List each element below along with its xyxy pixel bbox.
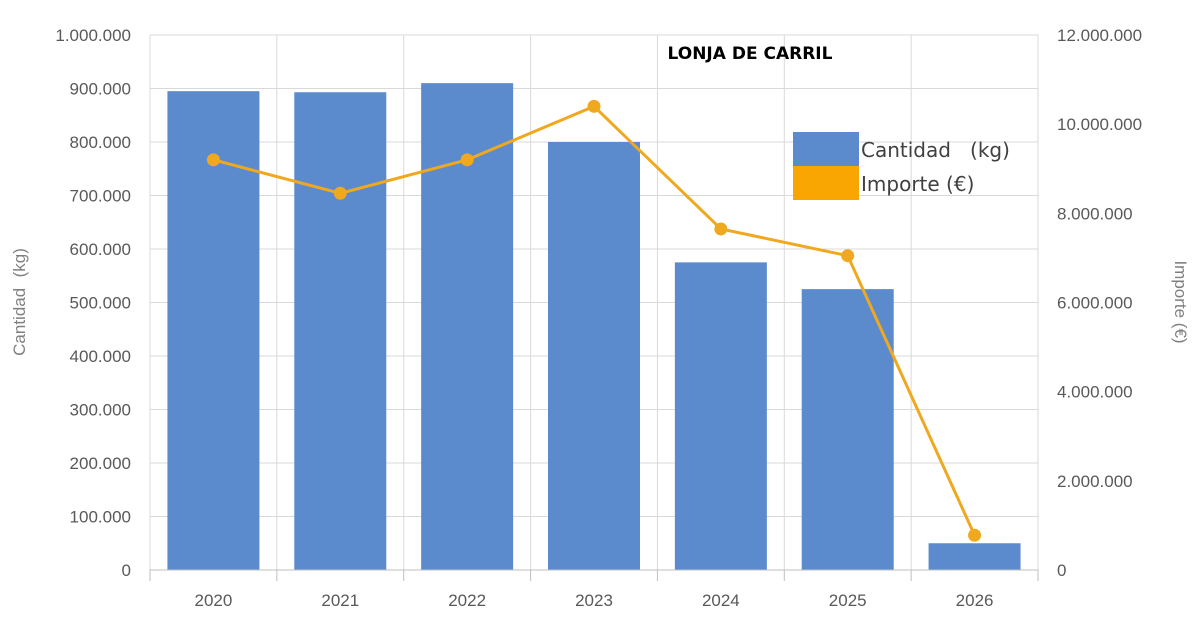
importe-point-2026 (968, 528, 982, 542)
importe-point-2023 (587, 99, 601, 113)
y2-axis-title: Importe (€) (1171, 260, 1190, 343)
importe-point-2022 (460, 153, 474, 167)
x-tick-label: 2026 (956, 591, 994, 610)
legend: Cantidad (kg) Importe (€) (793, 132, 1010, 200)
legend-swatch-cantidad (793, 132, 859, 166)
bar-2024 (674, 262, 767, 570)
bar-2023 (548, 142, 640, 570)
y-tick-label: 800.000 (70, 133, 131, 152)
y-tick-label: 900.000 (70, 80, 131, 99)
y2-tick-label: 4.000.000 (1057, 383, 1133, 402)
y-tick-label: 400.000 (70, 347, 131, 366)
importe-point-2021 (333, 186, 347, 200)
line-series (206, 99, 982, 542)
y-tick-label: 300.000 (70, 401, 131, 420)
axes: 0 100.000 200.000 300.000 400.000 500.000 600.… (55, 26, 1142, 610)
y2-tick-label: 8.000.000 (1057, 204, 1133, 223)
importe-point-2020 (206, 153, 220, 167)
y-tick-label: 500.000 (70, 294, 131, 313)
y-tick-label: 0 (122, 561, 131, 580)
y2-tick-label: 2.000.000 (1057, 472, 1133, 491)
x-tick-label: 2022 (448, 591, 486, 610)
y-axis-title: Cantidad (kg) (10, 248, 29, 356)
x-tick-label: 2025 (829, 591, 867, 610)
bar-2020 (167, 91, 260, 571)
y2-tick-label: 12.000.000 (1057, 26, 1142, 45)
bar-series (167, 83, 1021, 571)
y-tick-label: 700.000 (70, 187, 131, 206)
y2-tick-label: 6.000.000 (1057, 294, 1133, 313)
y2-tick-label: 0 (1057, 561, 1066, 580)
bar-2021 (294, 92, 387, 571)
x-tick-label: 2021 (321, 591, 359, 610)
x-tick-label: 2024 (702, 591, 740, 610)
bar-2026 (928, 543, 1021, 570)
y-tick-label: 200.000 (70, 454, 131, 473)
importe-point-2024 (714, 222, 728, 236)
bar-2025 (801, 289, 894, 570)
x-tick-label: 2020 (195, 591, 233, 610)
y-tick-label: 600.000 (70, 240, 131, 259)
chart-title: LONJA DE CARRIL (668, 44, 833, 64)
importe-point-2025 (841, 249, 855, 263)
legend-label-cantidad: Cantidad (kg) (861, 138, 1010, 162)
x-tick-label: 2023 (575, 591, 613, 610)
y-tick-label: 100.000 (70, 508, 131, 527)
y-tick-label: 1.000.000 (55, 26, 131, 45)
y2-tick-label: 10.000.000 (1057, 115, 1142, 134)
legend-swatch-importe (793, 166, 859, 200)
legend-label-importe: Importe (€) (861, 172, 974, 196)
